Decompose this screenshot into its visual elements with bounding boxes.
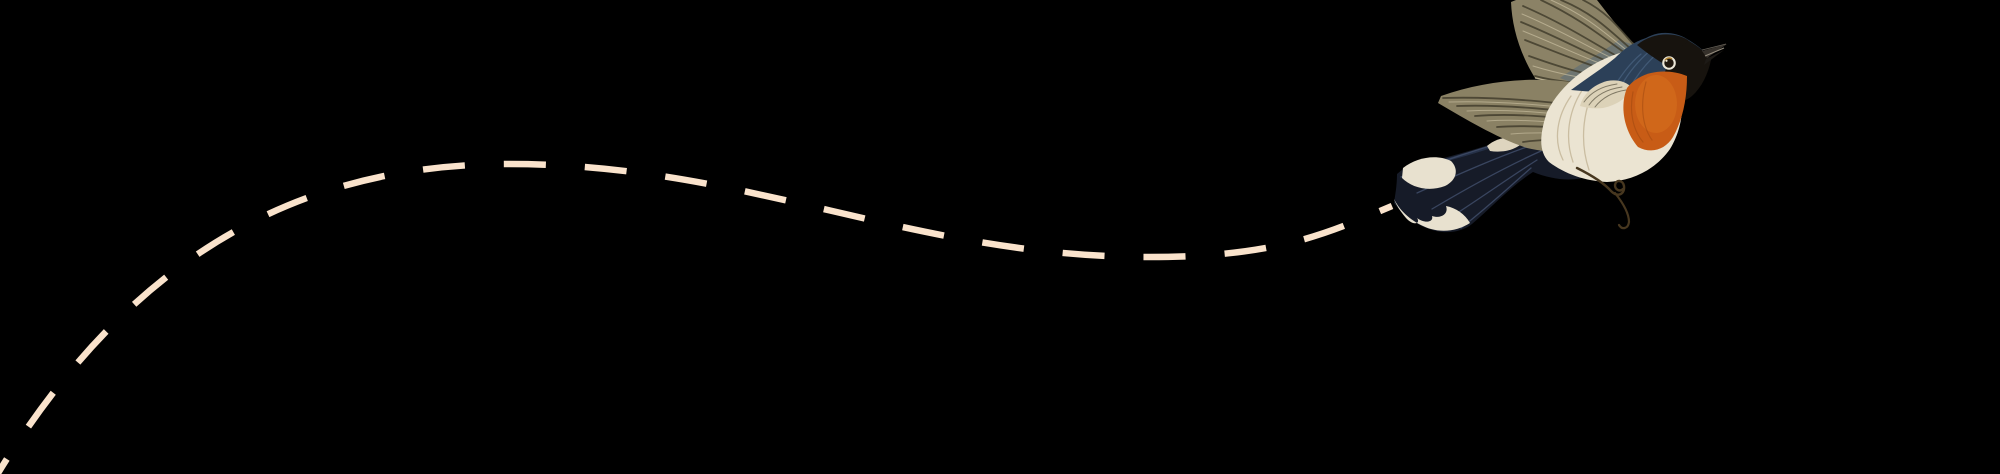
bird-foot-curl <box>1575 166 1626 196</box>
bird-tail-tip-scallops <box>1394 199 1470 231</box>
bird-breast-highlight <box>1635 75 1677 133</box>
scapular-line <box>1594 89 1627 108</box>
bird-beak-lower <box>1704 50 1724 65</box>
swallow-bird-illustration <box>1394 0 1727 233</box>
dashed-flight-path <box>0 160 1394 474</box>
breast-shade-line <box>1642 81 1653 141</box>
wing-feather-line <box>1550 0 1630 53</box>
bird-eye-glint-dot <box>1665 59 1668 62</box>
bird-beak-top-edge <box>1701 43 1727 51</box>
wing-feather-line <box>1540 0 1629 56</box>
tail-feather-line <box>1460 167 1532 229</box>
belly-shade-line <box>1567 85 1586 163</box>
scapular-line <box>1588 86 1623 106</box>
bird-foot-claw <box>1613 191 1631 230</box>
scapular-line <box>1583 83 1618 103</box>
bird-breast-texture <box>1630 81 1653 143</box>
wing-feather-line <box>1560 0 1632 50</box>
bird-beak-mouth-line <box>1704 47 1725 57</box>
bird-eye-glint-arc <box>1664 57 1673 61</box>
belly-shade-line <box>1556 95 1572 161</box>
bird-tail-tip-cap <box>1402 157 1456 189</box>
bird-breast <box>1623 71 1687 151</box>
wing-feather-line <box>1582 0 1635 46</box>
breast-shade-line <box>1630 91 1644 143</box>
tail-feather-line <box>1431 150 1542 210</box>
bird-scapular-streaks <box>1583 83 1627 108</box>
